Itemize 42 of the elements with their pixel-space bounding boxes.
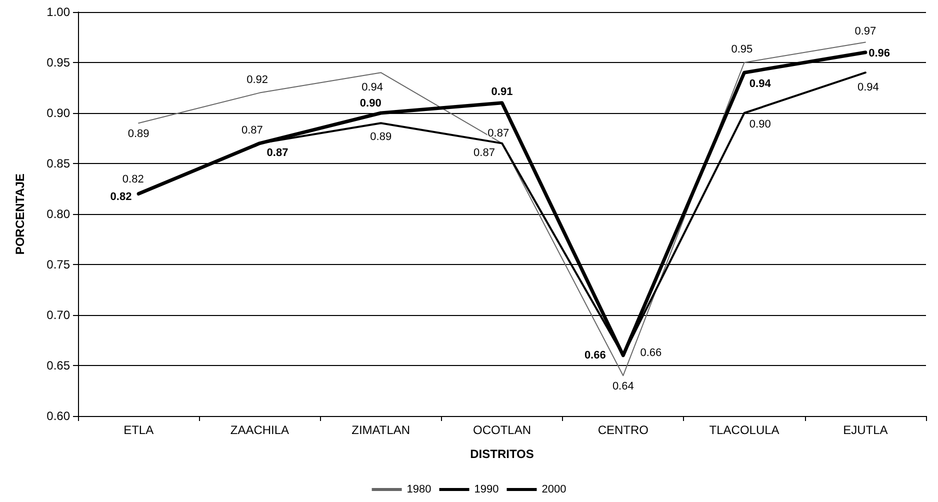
y-tick-label: 0.85 [46, 156, 70, 170]
y-tick-label: 0.75 [46, 258, 70, 272]
legend-label: 2000 [542, 484, 566, 496]
legend-label: 1980 [406, 484, 432, 496]
data-label: 0.90 [749, 118, 771, 130]
data-label: 0.89 [370, 131, 392, 144]
x-tick-label: ETLA [124, 423, 154, 437]
data-label: 0.87 [266, 147, 288, 160]
data-label: 0.90 [360, 97, 382, 110]
data-label: 0.95 [731, 44, 753, 56]
data-label: 0.94 [749, 78, 772, 90]
x-tick-label: OCOTLAN [472, 423, 532, 437]
y-tick-label: 0.70 [46, 308, 70, 322]
x-tick-label: ZAACHILA [230, 423, 290, 437]
data-label: 0.89 [128, 128, 150, 140]
x-axis-title: DISTRITOS [470, 447, 534, 461]
y-tick-label: 0.80 [46, 207, 70, 221]
data-label: 0.94 [857, 81, 879, 94]
data-label: 0.91 [491, 86, 513, 98]
data-label: 0.87 [242, 124, 263, 136]
data-label: 0.97 [854, 25, 876, 38]
x-tick-label: TLACOLULA [709, 423, 780, 437]
data-label: 0.82 [110, 191, 132, 204]
data-label: 0.64 [612, 380, 634, 393]
y-tick-label: 0.65 [46, 358, 70, 372]
data-label: 0.66 [584, 349, 606, 362]
data-label: 0.87 [474, 147, 495, 160]
data-label: 0.94 [362, 81, 383, 94]
y-tick-label: 1.00 [46, 5, 70, 19]
y-tick-label: 0.60 [46, 409, 70, 423]
legend-label: 1990 [474, 484, 499, 496]
data-label: 0.66 [640, 346, 662, 359]
data-label: 0.96 [868, 48, 890, 60]
data-label: 0.82 [122, 173, 144, 186]
data-label: 0.92 [246, 74, 268, 86]
x-tick-label: CENTRO [598, 423, 648, 437]
y-tick-label: 0.95 [46, 56, 70, 70]
y-axis-title: PORCENTAJE [13, 173, 27, 255]
x-tick-label: ZIMATLAN [352, 423, 410, 437]
x-tick-label: EJUTLA [843, 423, 888, 437]
data-label: 0.87 [488, 128, 510, 140]
y-tick-label: 0.90 [46, 106, 70, 120]
